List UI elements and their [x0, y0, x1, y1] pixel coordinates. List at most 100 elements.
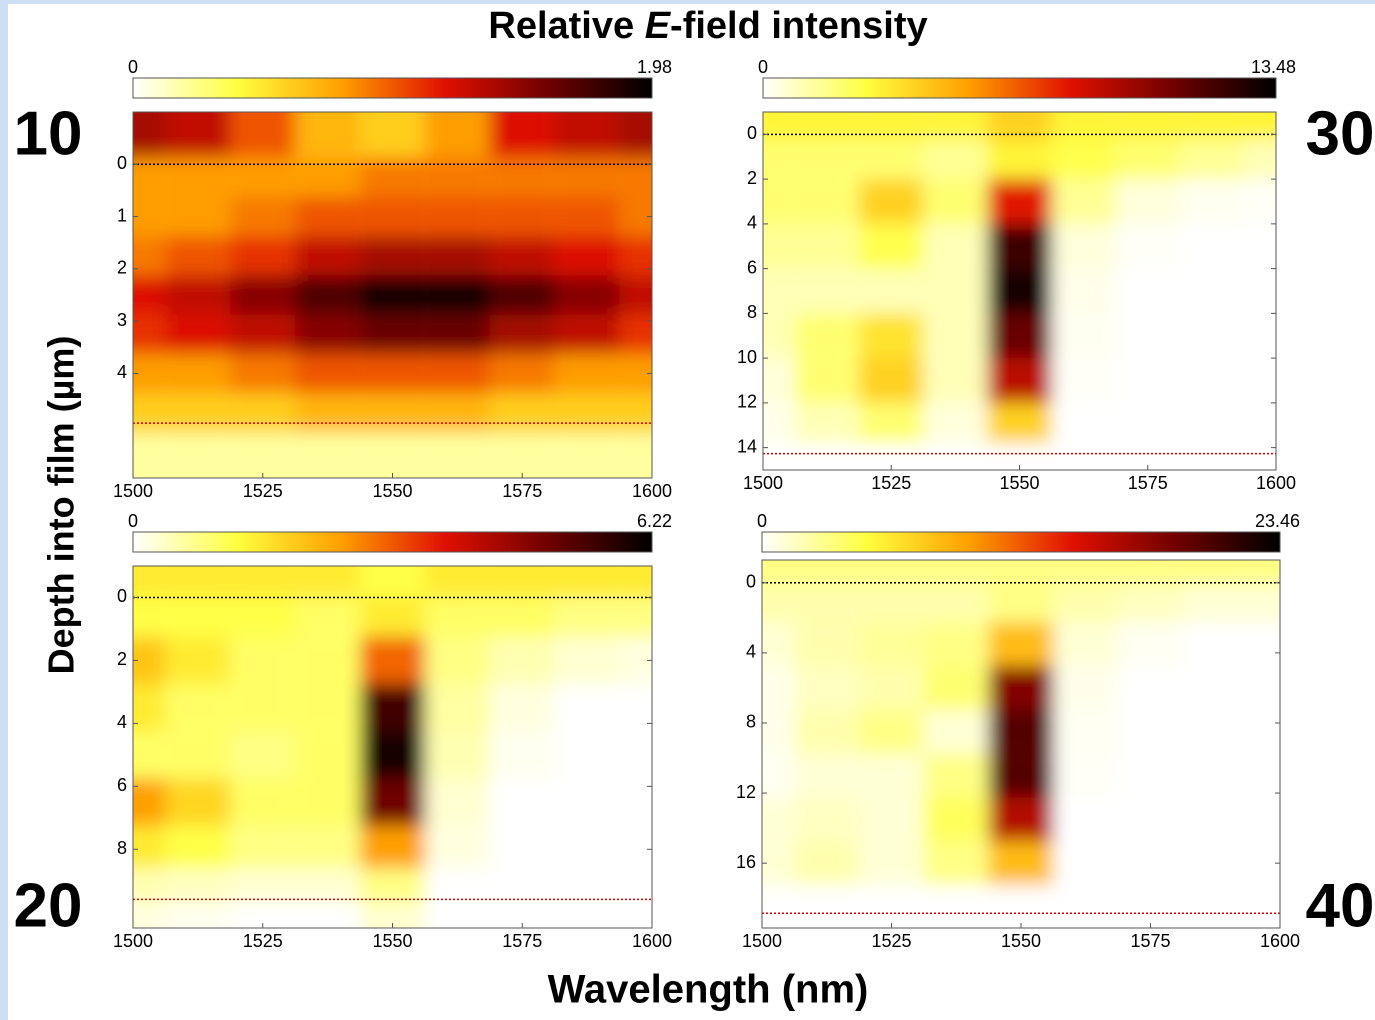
heatmap-cell: [424, 597, 490, 637]
heatmap-cell: [762, 622, 795, 667]
colorbar: [762, 77, 1277, 99]
heatmap-cell: [619, 597, 652, 637]
heatmap-cell: [230, 731, 296, 779]
heatmap-cell: [1179, 179, 1244, 224]
heatmap-cell: [987, 313, 1052, 359]
heatmap-cell: [859, 584, 924, 623]
x-axis-label: Wavelength (nm): [548, 968, 869, 1012]
heatmap-cell: [424, 275, 490, 315]
heatmap-cell: [1182, 709, 1248, 754]
heatmap-cell: [619, 353, 652, 394]
heatmap-cell: [859, 179, 924, 224]
heatmap-cell: [795, 112, 860, 140]
x-tick-label: 1575: [502, 481, 542, 501]
heatmap-cell: [489, 684, 555, 732]
x-tick-label: 1550: [1001, 931, 1041, 951]
heatmap-cell: [230, 196, 296, 237]
heatmap-cell: [988, 666, 1054, 710]
y-tick-label: 8: [117, 838, 127, 858]
heatmap-cell: [554, 597, 620, 637]
heatmap-cell: [795, 223, 860, 269]
heatmap-cell: [489, 196, 555, 237]
heatmap-cell: [619, 432, 652, 478]
heatmap-cell: [1247, 584, 1280, 623]
heatmap-cell: [133, 902, 166, 928]
y-tick-label: 14: [737, 436, 757, 456]
heatmap-cell: [762, 584, 795, 623]
y-tick-label: 2: [117, 649, 127, 669]
heatmap-cell: [1053, 841, 1119, 886]
heatmap-cell: [859, 709, 924, 754]
y-tick-label: 2: [747, 168, 757, 188]
heatmap-cell: [1118, 560, 1183, 585]
heatmap-cell: [1243, 268, 1276, 314]
x-tick-label: 1525: [243, 481, 283, 501]
heatmap-cell: [794, 622, 860, 667]
heatmap-cell: [424, 393, 490, 433]
heatmap-cell: [762, 797, 795, 842]
heatmap-cell: [489, 314, 555, 354]
heatmap: [133, 112, 652, 478]
heatmap-cell: [489, 432, 555, 478]
heatmap-cell: [987, 179, 1052, 224]
heatmap-cell: [554, 731, 620, 779]
heatmap-cell: [1053, 797, 1119, 842]
heatmap-cell: [133, 275, 166, 315]
heatmap-cell: [619, 868, 652, 903]
heatmap-cell: [859, 223, 924, 269]
heatmap-cell: [859, 841, 924, 886]
heatmap-cell: [923, 584, 989, 623]
heatmap-cell: [988, 709, 1054, 754]
x-tick-label: 1575: [1130, 931, 1170, 951]
heatmap-cell: [133, 636, 166, 685]
heatmap-cell: [1182, 797, 1248, 842]
heatmap-cell: [230, 314, 296, 354]
heatmap-cell: [1179, 139, 1244, 180]
heatmap-cell: [619, 314, 652, 354]
heatmap-cell: [987, 358, 1052, 403]
heatmap-cell: [133, 778, 166, 826]
heatmap-cell: [619, 825, 652, 869]
heatmap-cell: [165, 778, 231, 826]
heatmap-cell: [859, 666, 924, 710]
heatmap-cell: [1243, 223, 1276, 269]
figure-title: Relative E-field intensity: [488, 5, 927, 47]
heatmap-cell: [1179, 223, 1244, 269]
colorbar: [132, 531, 653, 553]
heatmap-cell: [762, 885, 795, 928]
y-tick-label: 8: [747, 302, 757, 322]
heatmap-cell: [230, 566, 296, 598]
heatmap-cell: [923, 560, 989, 585]
heatmap-cell: [360, 731, 425, 779]
heatmap-cell: [1243, 358, 1276, 403]
heatmap-cell: [1115, 179, 1180, 224]
heatmap-cell: [859, 797, 924, 842]
heatmap-cell: [295, 597, 361, 637]
y-tick-label: 8: [746, 712, 756, 732]
heatmap-cell: [923, 841, 989, 886]
heatmap-cell: [619, 275, 652, 315]
y-tick-label: 10: [737, 347, 757, 367]
heatmap-cell: [554, 636, 620, 685]
heatmap-cell: [133, 314, 166, 354]
heatmap-cell: [424, 566, 490, 598]
heatmap-cell: [554, 432, 620, 478]
heatmap-cell: [424, 636, 490, 685]
heatmap-cell: [1243, 179, 1276, 224]
heatmap-cell: [859, 885, 924, 928]
y-tick-label: 1: [117, 205, 127, 225]
x-tick-label: 1500: [743, 473, 783, 493]
heatmap-cell: [295, 684, 361, 732]
heatmap-cell: [230, 236, 296, 276]
heatmap-cell: [1053, 885, 1119, 928]
colorbar: [132, 77, 653, 99]
x-tick-label: 1500: [113, 481, 153, 501]
heatmap-cell: [424, 314, 490, 354]
heatmap-cell: [1051, 139, 1116, 180]
heatmap-cell: [295, 636, 361, 685]
heatmap-cell: [794, 666, 860, 710]
heatmap-cell: [1115, 402, 1180, 444]
colorbar-tick-label: 0: [758, 57, 768, 77]
heatmap-cell: [619, 236, 652, 276]
heatmap-cell: [1053, 709, 1119, 754]
